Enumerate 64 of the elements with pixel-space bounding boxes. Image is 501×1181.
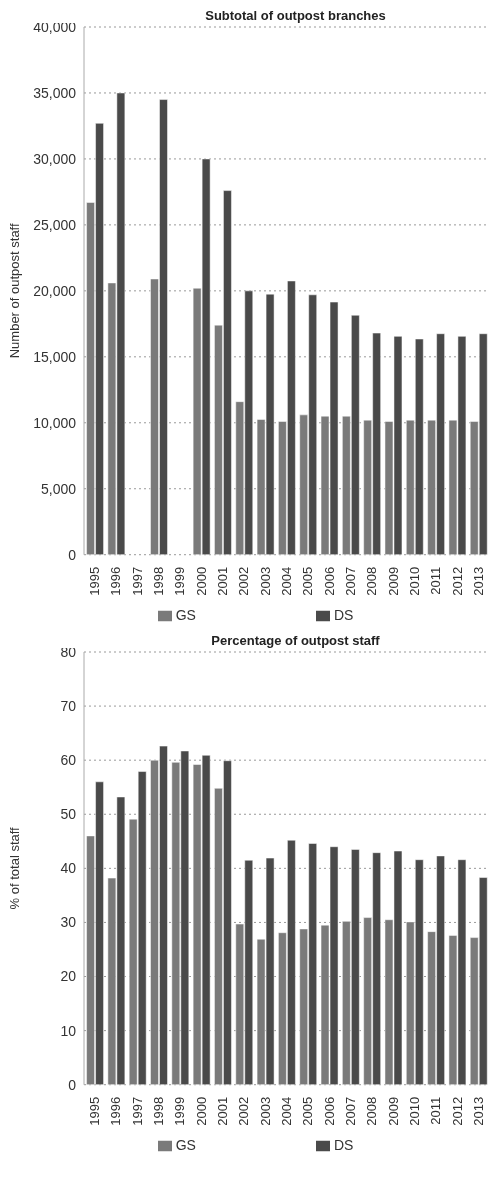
x-tick-label: 2013 <box>470 1096 486 1126</box>
x-tick-label: 2006 <box>321 1096 337 1126</box>
legend-label: DS <box>333 1136 354 1153</box>
x-tick-label: 2008 <box>364 566 380 596</box>
x-tick-label: 2011 <box>428 566 444 595</box>
x-tick-label: 2005 <box>300 1096 316 1126</box>
x-tick-label: 1999 <box>172 566 188 596</box>
x-tick-label: 2005 <box>300 566 316 596</box>
x-tick-label: 2002 <box>236 566 252 596</box>
x-tick-label: 2010 <box>406 566 422 596</box>
x-tick-label: 2003 <box>257 566 273 596</box>
x-tick-label: 1997 <box>129 566 145 596</box>
x-tick-label: 1997 <box>129 1096 145 1126</box>
x-tick-label: 2001 <box>215 1096 231 1126</box>
x-tick-label: 2004 <box>279 566 294 596</box>
y-tick-label: 15,000 <box>33 348 77 365</box>
x-tick-label: 1995 <box>87 566 103 596</box>
y-tick-label: 70 <box>60 698 77 715</box>
y-axis-title: Number of outpost staff <box>6 223 22 359</box>
y-tick-label: 40 <box>60 860 77 877</box>
y-tick-label: 25,000 <box>33 216 77 233</box>
y-tick-label: 0 <box>68 1076 77 1093</box>
y-tick-label: 10,000 <box>33 414 77 431</box>
legend-label: GS <box>175 606 196 623</box>
legend-label: GS <box>175 1136 196 1153</box>
x-tick-label: 1998 <box>151 1096 167 1126</box>
x-tick-label: 2012 <box>449 1096 465 1126</box>
y-tick-label: 20,000 <box>33 282 77 299</box>
y-tick-label: 10 <box>60 1022 77 1039</box>
chart-title: Percentage of outpost staff <box>211 633 380 648</box>
x-tick-label: 2008 <box>364 1096 380 1126</box>
y-tick-label: 20 <box>60 968 77 985</box>
x-tick-label: 2001 <box>215 566 231 596</box>
chart-title: Subtotal of outpost branches <box>205 8 386 23</box>
x-tick-label: 1996 <box>108 1096 124 1126</box>
x-tick-label: 2007 <box>342 566 358 596</box>
y-tick-label: 40,000 <box>33 18 77 35</box>
x-tick-label: 2013 <box>470 566 486 596</box>
y-tick-label: 30 <box>60 914 77 931</box>
x-tick-label: 2007 <box>342 1096 358 1126</box>
x-tick-label: 2000 <box>193 566 209 596</box>
y-tick-label: 50 <box>60 806 77 823</box>
y-tick-label: 5,000 <box>40 480 77 497</box>
x-tick-label: 2003 <box>257 1096 273 1126</box>
y-tick-label: 35,000 <box>33 84 77 101</box>
y-tick-label: 0 <box>68 546 77 563</box>
x-tick-label: 2000 <box>193 1096 209 1126</box>
x-tick-label: 1999 <box>172 1096 188 1126</box>
y-tick-label: 60 <box>60 752 77 769</box>
x-tick-label: 2010 <box>406 1096 422 1126</box>
x-tick-label: 1996 <box>108 566 124 596</box>
y-axis-title: % of total staff <box>6 826 22 910</box>
x-tick-label: 2009 <box>385 566 401 596</box>
x-tick-label: 1995 <box>87 1096 103 1126</box>
x-tick-label: 2002 <box>236 1096 252 1126</box>
x-tick-label: 2006 <box>321 566 337 596</box>
x-tick-label: 2004 <box>279 1096 294 1126</box>
legend-label: DS <box>333 606 354 623</box>
x-tick-label: 1998 <box>151 566 167 596</box>
y-tick-label: 30,000 <box>33 150 77 167</box>
y-tick-label: 80 <box>60 643 77 660</box>
x-tick-label: 2009 <box>385 1096 401 1126</box>
x-tick-label: 2011 <box>428 1096 444 1125</box>
x-tick-label: 2012 <box>449 566 465 596</box>
